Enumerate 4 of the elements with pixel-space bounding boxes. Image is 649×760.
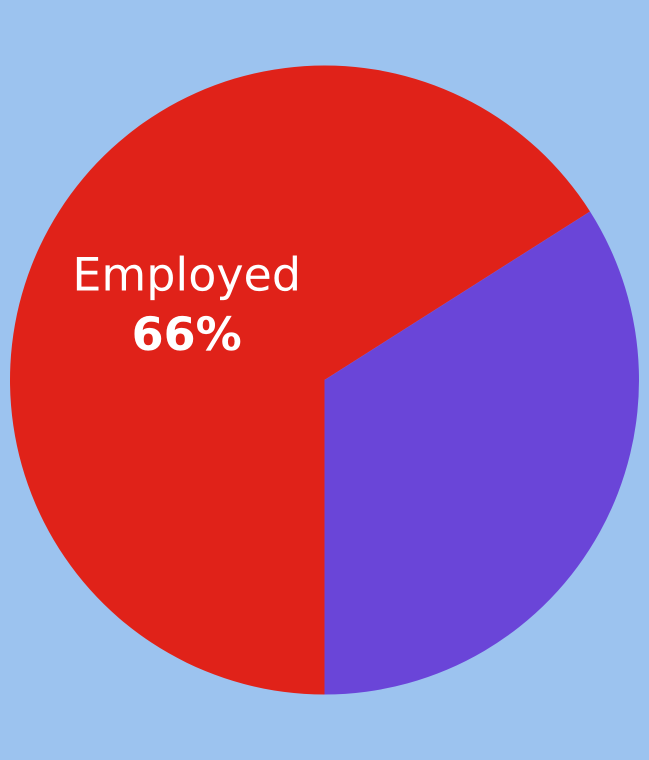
- pie-slice: [324, 211, 638, 694]
- slice-label: Employed: [72, 247, 302, 302]
- data-label: 66%: [132, 307, 242, 362]
- pie-slice: [10, 66, 590, 694]
